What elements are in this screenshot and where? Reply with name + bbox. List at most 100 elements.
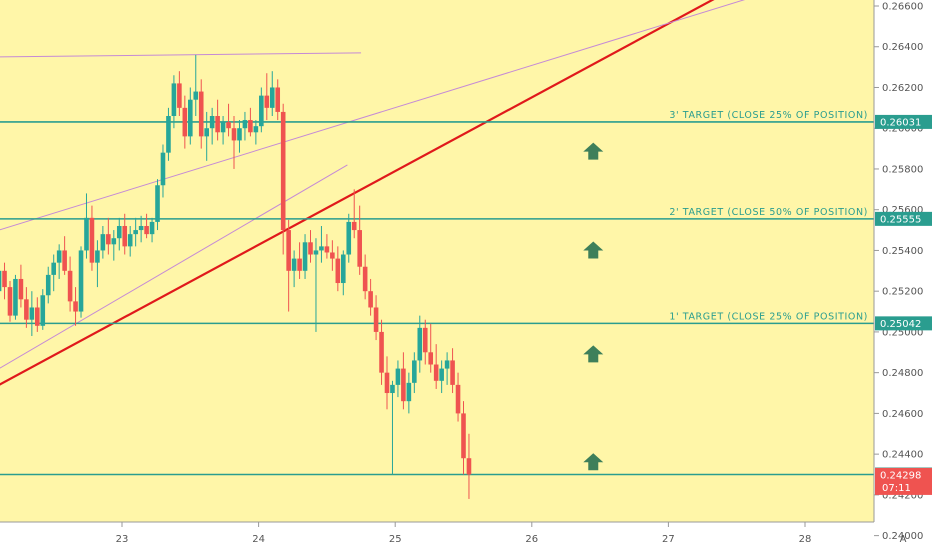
candle-body xyxy=(390,384,395,394)
candle xyxy=(209,107,215,145)
price-axis-ticks: 0.26600 0.26400 0.26200 0.26000 0.25800 0.256… xyxy=(874,2,923,542)
time-tick-label: 25 xyxy=(389,534,402,545)
candle xyxy=(248,107,253,137)
candle-body xyxy=(40,295,46,326)
price-tick-label: 0.26400 xyxy=(882,42,923,53)
candle xyxy=(182,95,188,149)
target-level-note: 3' TARGET (CLOSE 25% OF POSITION) xyxy=(669,110,868,121)
candle xyxy=(362,254,368,300)
candle xyxy=(13,274,18,320)
candle xyxy=(89,205,95,271)
candle xyxy=(319,225,324,263)
candle xyxy=(422,319,428,365)
candle-body xyxy=(357,230,362,267)
price-axis-background[interactable] xyxy=(874,0,932,522)
trendline-channel-1[interactable] xyxy=(0,0,750,231)
candle xyxy=(106,217,111,255)
candle-body xyxy=(450,360,455,385)
candle-body xyxy=(231,128,237,141)
candle-body xyxy=(45,274,51,296)
time-axis-background[interactable] xyxy=(0,522,932,550)
trendline-red[interactable] xyxy=(0,0,716,386)
candle xyxy=(149,217,155,243)
candle-body xyxy=(7,287,13,316)
trendlines[interactable] xyxy=(0,0,750,386)
candle-body xyxy=(302,242,308,271)
candle-body xyxy=(308,242,313,255)
up-arrow-icon[interactable] xyxy=(583,345,604,363)
candle-body xyxy=(73,301,78,312)
candle-body xyxy=(346,221,352,255)
candle-body xyxy=(106,234,111,245)
up-arrow-icon[interactable] xyxy=(583,453,604,471)
candle xyxy=(171,75,177,129)
candle xyxy=(7,280,13,322)
candle-body xyxy=(51,262,56,275)
candle-body xyxy=(100,234,106,251)
candle-body xyxy=(340,254,346,284)
up-arrows[interactable] xyxy=(583,142,604,471)
candle-body xyxy=(133,230,138,235)
candlesticks xyxy=(0,54,472,499)
candle xyxy=(455,372,461,422)
last-price-label: 0.24298 xyxy=(880,470,921,481)
candle xyxy=(51,254,56,292)
candle xyxy=(433,344,439,389)
candle-body xyxy=(62,250,67,271)
candle-body xyxy=(259,95,264,127)
candle-body xyxy=(362,266,368,292)
trendline-channel-3[interactable] xyxy=(0,164,348,369)
candle-body xyxy=(171,83,177,116)
candle-body xyxy=(56,250,62,263)
level-price-badge xyxy=(875,114,932,129)
candle xyxy=(368,278,373,316)
candle xyxy=(242,111,248,141)
candle-body xyxy=(417,327,423,361)
candle-body xyxy=(226,122,231,129)
candle xyxy=(280,103,286,255)
candle xyxy=(291,250,297,288)
candle xyxy=(73,287,78,326)
candle-body xyxy=(395,368,401,385)
candle xyxy=(351,189,357,239)
candle xyxy=(24,287,29,328)
auto-scale-button[interactable]: A xyxy=(900,534,907,545)
time-tick-label: 24 xyxy=(252,534,265,545)
time-tick-label: 28 xyxy=(799,534,812,545)
up-arrow-icon[interactable] xyxy=(583,142,604,160)
up-arrow-icon[interactable] xyxy=(583,241,604,259)
candle-body xyxy=(215,115,220,133)
candle-body xyxy=(433,364,439,381)
candle-body xyxy=(428,352,434,365)
candle xyxy=(346,213,352,263)
bar-countdown-label: 07:11 xyxy=(882,483,911,494)
candle xyxy=(2,262,7,300)
candle-body xyxy=(13,278,18,316)
candle-body xyxy=(269,87,275,108)
candle-body xyxy=(313,250,319,255)
candle xyxy=(133,217,138,247)
candle-body xyxy=(286,230,291,271)
candle-body xyxy=(204,128,209,137)
candle xyxy=(390,380,395,475)
candle xyxy=(259,87,264,133)
candle xyxy=(84,193,89,259)
level-price-label: 0.25555 xyxy=(880,214,921,225)
candle xyxy=(215,99,220,141)
target-level-note: 1' TARGET (CLOSE 25% OF POSITION) xyxy=(669,311,868,322)
auto-scale-label[interactable]: A xyxy=(900,534,907,545)
candle xyxy=(67,256,73,312)
price-tick-label: 0.24400 xyxy=(882,450,923,461)
candle-body xyxy=(373,307,379,332)
level-price-label: 0.26031 xyxy=(880,117,921,128)
candle xyxy=(401,352,406,410)
trendline-channel-2[interactable] xyxy=(0,52,362,58)
candle xyxy=(253,120,259,145)
candle-body xyxy=(84,217,89,251)
candle xyxy=(160,144,166,198)
target-levels[interactable]: 3' TARGET (CLOSE 25% OF POSITION) 2' TARG… xyxy=(0,110,874,476)
candle xyxy=(302,234,308,279)
candle xyxy=(116,217,122,251)
candle-body xyxy=(95,250,100,263)
